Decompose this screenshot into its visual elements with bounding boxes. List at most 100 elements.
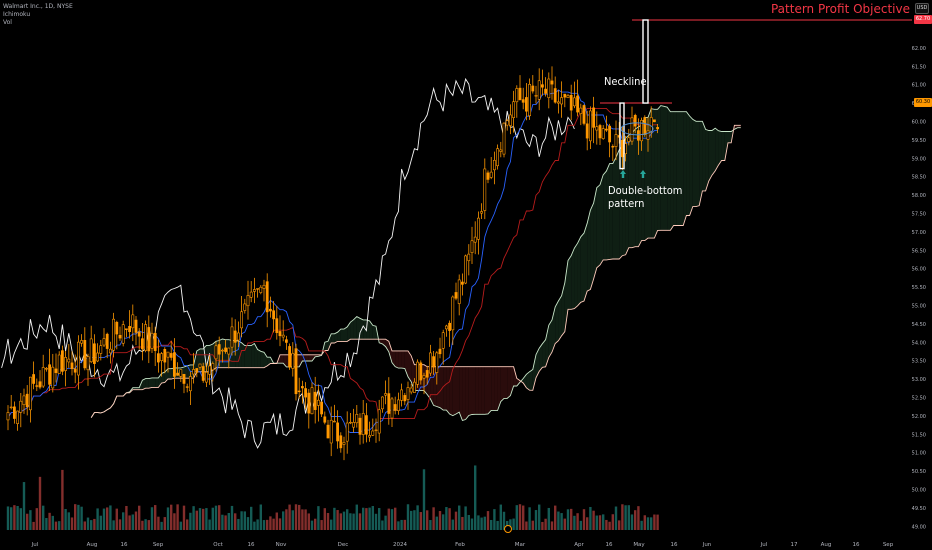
candle-body <box>592 107 596 128</box>
candle-body <box>192 369 196 375</box>
volume-bar <box>598 515 602 530</box>
volume-bar <box>144 519 147 530</box>
volume-bar <box>477 515 480 530</box>
bottom-highlight <box>620 122 654 136</box>
candle-body <box>336 422 340 442</box>
volume-bar <box>285 509 288 530</box>
volume-bar <box>243 511 246 530</box>
volume-bar <box>131 514 134 530</box>
candle-body <box>579 107 583 114</box>
volume-bar <box>586 517 589 530</box>
cloud-segment <box>536 348 540 378</box>
cloud-segment <box>388 341 392 363</box>
time-tick-label: Dec <box>338 542 349 548</box>
volume-bar <box>474 465 477 530</box>
volume-bar <box>410 510 413 530</box>
candle-body <box>278 331 282 337</box>
candle-body <box>176 372 180 376</box>
candle-body <box>643 117 647 135</box>
candle-body <box>470 240 474 253</box>
volume-bar <box>157 516 160 530</box>
candle-body <box>128 326 132 332</box>
chart-legend: Walmart Inc., 1D, NYSE Ichimoku Vol <box>3 3 73 27</box>
candle-body <box>326 424 330 439</box>
candle-body <box>275 318 279 333</box>
candle-body <box>508 114 512 126</box>
volume-bar <box>650 517 653 530</box>
candle-body <box>205 372 208 383</box>
volume-bar <box>461 516 464 530</box>
price-tick-label: 53.00 <box>912 377 926 383</box>
time-tick-label: Sep <box>153 542 164 548</box>
volume-bar <box>355 504 358 530</box>
cloud-segment <box>305 354 309 362</box>
cloud-segment <box>308 354 312 362</box>
volume-bar <box>269 516 272 530</box>
candle-body <box>332 420 336 423</box>
candle-body <box>630 117 634 142</box>
volume-bar <box>358 513 362 530</box>
volume-bar <box>630 514 634 530</box>
volume-bar <box>573 515 576 530</box>
cloud-segment <box>712 128 716 176</box>
volume-bar <box>560 513 563 530</box>
candle-body <box>320 401 324 415</box>
cloud-segment <box>692 119 696 207</box>
volume-bar <box>432 507 435 530</box>
price-axis-bg <box>912 0 932 540</box>
candle-body <box>38 381 42 388</box>
volume-bar <box>467 515 470 530</box>
candle-body <box>19 400 23 413</box>
time-axis[interactable]: Jul Aug 16 Sep Oct 16 Nov Dec 2024 Feb Mar Apr 16 May… <box>31 542 894 548</box>
volume-bar <box>138 505 141 530</box>
candle-body <box>608 125 612 143</box>
cloud-segment <box>280 354 284 364</box>
candle-body <box>512 101 516 118</box>
candle-body <box>41 367 45 387</box>
candle-body <box>460 281 464 285</box>
volume-bar <box>646 517 650 530</box>
candle-body <box>624 143 628 155</box>
cloud-segment <box>603 171 607 260</box>
volume-bar <box>109 505 112 530</box>
cloud-segment <box>670 111 674 231</box>
cloud-segment <box>436 366 440 408</box>
volume-bar <box>186 519 189 530</box>
currency-button[interactable]: USD <box>915 3 929 14</box>
volume-bar <box>422 469 426 530</box>
cloud-segment <box>721 131 725 161</box>
cloud-segment <box>350 319 354 340</box>
price-tick-label: 62.00 <box>912 46 926 52</box>
volume-bar <box>58 521 61 530</box>
candle-body <box>656 127 660 130</box>
earnings-marker <box>504 525 512 533</box>
price-axis[interactable]: 62.0061.5061.0060.5060.0059.5059.0058.50… <box>912 0 932 540</box>
candle-body <box>406 387 410 400</box>
volume-bar <box>237 518 240 530</box>
candle-body <box>473 236 477 243</box>
candle-body <box>227 347 231 355</box>
candle-body <box>13 406 16 419</box>
volume-bar <box>608 521 611 530</box>
volume-bar <box>128 515 131 530</box>
volume-bar <box>294 504 298 530</box>
bottom-arrow <box>620 170 626 178</box>
legend-indicator[interactable]: Ichimoku <box>3 11 31 18</box>
cloud-segment <box>478 366 482 415</box>
volume-bar <box>320 520 323 530</box>
cloud-segment <box>353 316 357 340</box>
candle-body <box>582 105 586 124</box>
legend-symbol[interactable]: Walmart Inc., 1D, NYSE <box>3 3 73 10</box>
volume-bar <box>173 513 176 530</box>
candle-body <box>262 284 266 289</box>
candle-body <box>355 414 359 424</box>
candle-body <box>387 393 391 414</box>
candle-body <box>48 364 52 385</box>
cloud-segment <box>235 340 239 368</box>
candle-body <box>179 369 183 377</box>
legend-volume[interactable]: Vol <box>3 19 12 26</box>
volume-bar <box>499 504 502 530</box>
price-tick-label: 55.00 <box>912 303 926 309</box>
cloud-segment <box>152 377 156 388</box>
